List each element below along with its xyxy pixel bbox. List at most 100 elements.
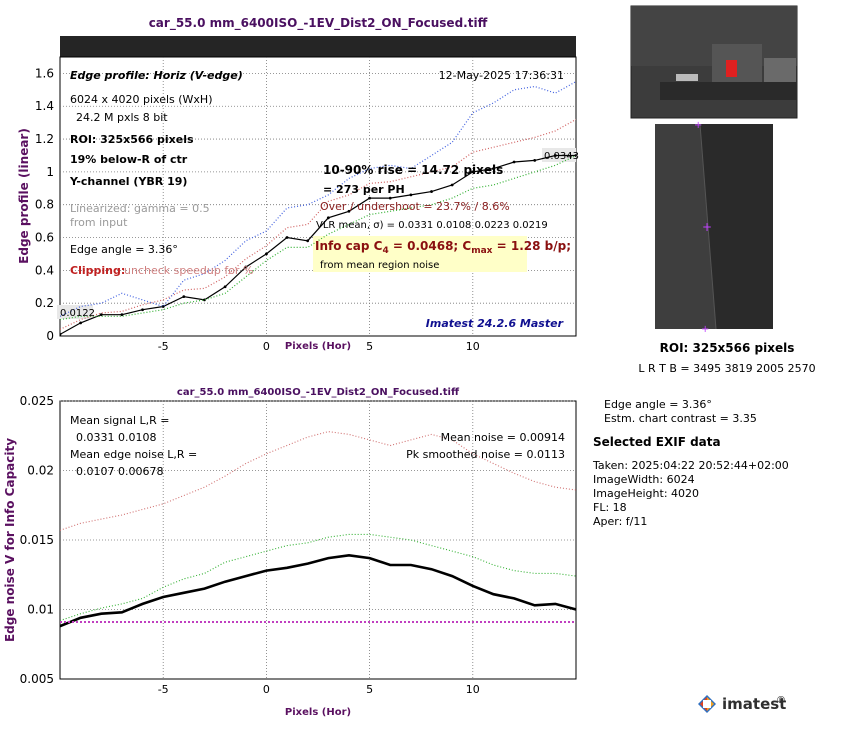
- y-tick-label: 1: [46, 165, 54, 179]
- left-value-box: [57, 305, 93, 319]
- y-tick-label: 0.025: [20, 394, 54, 408]
- mean-edge-profile-line-point: [306, 239, 310, 243]
- bottom-xlabel: Pixels (Hor): [285, 707, 351, 718]
- logo-text: imatest: [722, 695, 786, 713]
- mean-edge-profile-line-point: [347, 209, 351, 213]
- x-tick-label: 0: [263, 340, 270, 353]
- mean-edge-profile-line-point: [244, 265, 248, 269]
- clipping-label: Clipping:: [70, 264, 125, 277]
- side-contrast: Estm. chart contrast = 3.35: [604, 412, 757, 425]
- thumbnail-image: [630, 5, 798, 119]
- svg-text:+: +: [701, 324, 709, 335]
- exif-height: ImageHeight: 4020: [593, 487, 699, 500]
- svg-text:+: +: [694, 120, 702, 131]
- roi-coords: L R T B = 3495 3819 2005 2570: [638, 362, 815, 375]
- mean-edge-profile-line-point: [182, 295, 186, 299]
- imatest-logo: imatest ®: [698, 695, 786, 713]
- overshoot-label: Over / undershoot = 23.7% / 8.6%: [320, 200, 510, 213]
- left-value-label: 0.0122: [60, 308, 95, 319]
- y-tick-label: 0: [46, 329, 54, 343]
- x-tick-label: 10: [466, 340, 480, 353]
- red-noise-line: [60, 431, 576, 531]
- edge-profile-heading: Edge profile: Horiz (V-edge): [70, 69, 243, 82]
- mean-edge-profile-line-point: [99, 313, 103, 317]
- y-tick-label: 0.2: [35, 296, 54, 310]
- mean-edge-profile-line-point: [409, 193, 413, 197]
- mean-edge-profile-line-point: [512, 160, 516, 164]
- info-cap-box: [313, 236, 527, 272]
- x-tick-label: 0: [263, 683, 270, 696]
- linearized-label: Linearized: gamma = 0.5: [70, 202, 210, 215]
- y-tick-label: 0.01: [27, 603, 54, 617]
- vlr-label: VLR mean, σ) = 0.0331 0.0108 0.0223 0.02…: [316, 220, 548, 231]
- roi-title: ROI: 325x566 pixels: [660, 341, 795, 355]
- right-value-label: 0.0343: [544, 151, 579, 162]
- exif-title: Selected EXIF data: [593, 435, 721, 449]
- roi-image: + + +: [655, 120, 773, 335]
- blue-channel-line: [60, 81, 576, 317]
- x-tick-label: 5: [366, 683, 373, 696]
- mean-edge-profile-line-point: [492, 167, 495, 171]
- bottom-chart-title: car_55.0 mm_6400ISO_-1EV_Dist2_ON_Focuse…: [177, 387, 460, 398]
- roi-label: ROI: 325x566 pixels: [70, 133, 194, 146]
- y-tick-label: 0.015: [20, 533, 54, 547]
- mean-edge-profile-line-point: [223, 285, 227, 289]
- bottom-series: [60, 431, 576, 628]
- noise-source-label: from mean region noise: [320, 260, 439, 271]
- mean-edge-profile-line-point: [141, 308, 144, 312]
- mean-signal-label: Mean signal L,R =: [70, 414, 169, 427]
- top-chart-title: car_55.0 mm_6400ISO_-1EV_Dist2_ON_Focuse…: [149, 16, 488, 31]
- x-tick-label: 10: [466, 683, 480, 696]
- logo-mark: ®: [776, 695, 786, 706]
- mean-edge-profile-line-point: [471, 170, 475, 174]
- edge-angle-label: Edge angle = 3.36°: [70, 243, 178, 256]
- clipping-hint: uncheck speedup for %: [124, 264, 253, 277]
- top-xlabel: Pixels (Hor): [285, 341, 351, 352]
- per-ph-label: = 273 per PH: [323, 183, 405, 196]
- imatest-logo-icon: [698, 695, 716, 713]
- exif-width: ImageWidth: 6024: [593, 473, 695, 486]
- mean-edge-profile-line-point: [368, 196, 371, 200]
- mean-edge-noise-values: 0.0107 0.00678: [76, 465, 163, 478]
- mean-edge-noise-label: Mean edge noise L,R =: [70, 448, 197, 461]
- mean-edge-profile-line-point: [574, 154, 576, 157]
- y-tick-label: 0.4: [35, 263, 54, 277]
- y-tick-label: 1.6: [35, 66, 54, 80]
- channel-label: Y-channel (YBR 19): [69, 175, 187, 188]
- x-tick-label: 5: [366, 340, 373, 353]
- mean-noise-label: Mean noise = 0.00914: [441, 431, 565, 444]
- mean-signal-values: 0.0331 0.0108: [76, 431, 156, 444]
- mean-edge-profile-line-point: [553, 154, 557, 157]
- x-tick-label: -5: [158, 340, 169, 353]
- mean-edge-profile-line-point: [79, 321, 83, 325]
- bottom-ticks: -5 0 5 10 0.005 0.01 0.015 0.02 0.025: [20, 394, 480, 696]
- red-channel-line: [60, 118, 576, 330]
- x-tick-label: -5: [158, 683, 169, 696]
- mean-edge-profile-line-point: [265, 252, 268, 256]
- version-label: Imatest 24.2.6 Master: [426, 317, 564, 330]
- exif-aperture: Aper: f/11: [593, 515, 647, 528]
- top-series: [60, 81, 576, 336]
- top-plot-area: [59, 56, 577, 337]
- size-label: 6024 x 4020 pixels (WxH): [70, 93, 213, 106]
- y-tick-label: 0.8: [35, 198, 54, 212]
- mean-edge-profile-line-point: [430, 190, 433, 193]
- top-strip-image: [60, 36, 576, 57]
- y-tick-label: 0.02: [27, 464, 54, 478]
- mpx-label: 24.2 M pxls 8 bit: [76, 111, 168, 124]
- y-tick-label: 1.4: [35, 99, 54, 113]
- exif-taken: Taken: 2025:04:22 20:52:44+02:00: [592, 459, 789, 472]
- mean-edge-profile-line-point: [388, 196, 392, 200]
- mean-edge-profile-line-point: [450, 183, 454, 187]
- top-ylabel: Edge profile (linear): [17, 128, 31, 264]
- mean-edge-profile-line-point: [285, 236, 289, 239]
- exif-fl: FL: 18: [593, 501, 627, 514]
- smoothed-noise-line: [60, 553, 576, 628]
- info-cap-label: Info cap C4 = 0.0468; Cmax = 1.28 b/p;: [315, 239, 571, 256]
- y-tick-label: 0.6: [35, 231, 54, 245]
- date-label: 12-May-2025 17:36:31: [439, 69, 564, 82]
- mean-edge-profile-line-point: [326, 216, 330, 220]
- mean-edge-profile-line: [60, 154, 576, 335]
- y-tick-label: 0.005: [20, 672, 54, 686]
